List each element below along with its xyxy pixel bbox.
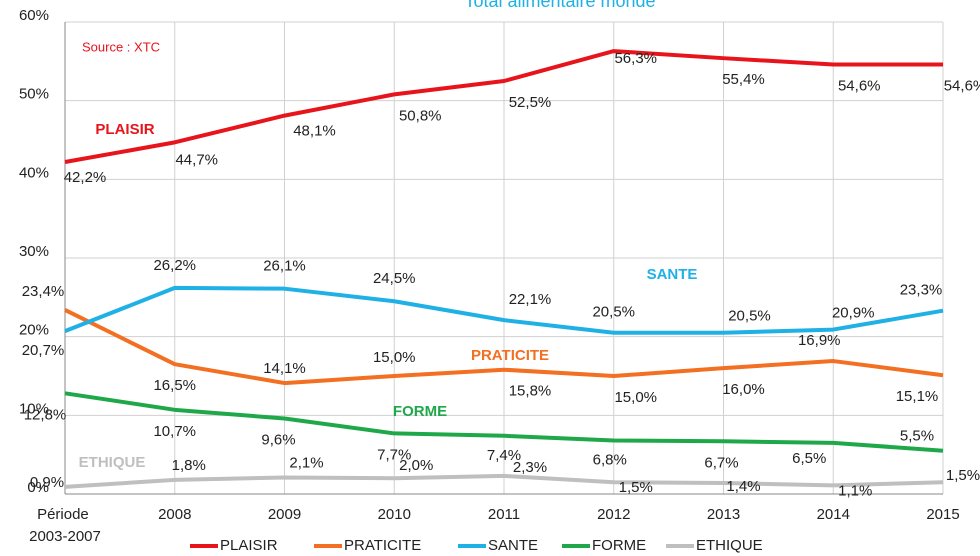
data-label: 16,5% [153,377,196,394]
data-label: 55,4% [722,71,765,88]
data-label: 15,1% [896,388,939,405]
data-label: 0,9% [30,474,64,491]
data-label: 6,5% [792,450,826,467]
data-label: 56,3% [614,50,657,67]
data-label: 48,1% [293,123,336,140]
data-label: 20,5% [592,304,635,321]
data-label: 15,0% [373,349,416,366]
y-tick-label: 20% [19,322,49,339]
series-annotation: PLAISIR [95,121,154,138]
data-label: 9,6% [261,431,295,448]
data-label: 1,1% [838,482,872,499]
data-label: 5,5% [900,428,934,445]
data-label: 22,1% [509,291,552,308]
data-label: 10,7% [153,423,196,440]
x-tick-label: 2009 [268,506,301,523]
series-annotation: ETHIQUE [79,454,146,471]
data-label: 20,5% [728,308,771,325]
data-label: 1,8% [172,457,206,474]
data-label: 1,5% [946,467,980,484]
legend-label: PLAISIR [220,537,278,554]
data-label: 14,1% [263,360,306,377]
legend-label: PRATICITE [344,537,421,554]
y-tick-label: 50% [19,86,49,103]
y-tick-label: 60% [19,7,49,24]
data-label: 1,5% [619,479,653,496]
data-label: 52,5% [509,94,552,111]
data-label: 23,4% [22,283,65,300]
series-annotation: PRATICITE [471,347,549,364]
legend-label: FORME [592,537,646,554]
data-label: 1,4% [726,478,760,495]
data-label: 15,8% [509,383,552,400]
x-tick-label: 2015 [926,506,959,523]
source-note: Source : XTC [82,39,160,54]
series-line [64,308,944,386]
x-tick-label: 2011 [488,506,520,523]
legend-label: SANTE [488,537,538,554]
series-line [64,473,944,489]
data-label: 50,8% [399,107,442,124]
x-tick-label: 2012 [597,506,630,523]
x-tick-label: Période 2003-2007 [29,506,101,545]
x-tick-label: 2010 [378,506,411,523]
data-label: 54,6% [944,77,980,94]
data-label: 2,3% [513,459,547,476]
data-label: 26,2% [153,257,196,274]
x-tick-label: 2008 [158,506,191,523]
data-label: 12,8% [24,406,67,423]
data-label: 26,1% [263,258,306,275]
x-tick-label: 2014 [817,506,850,523]
data-label: 42,2% [64,169,107,186]
data-label: 16,0% [722,381,765,398]
data-label: 54,6% [838,77,881,94]
data-label: 20,7% [22,342,65,359]
series-line [64,391,944,453]
series-annotation: FORME [393,403,447,420]
y-tick-label: 30% [19,243,49,260]
data-label: 16,9% [798,332,841,349]
y-tick-label: 40% [19,164,49,181]
y-tick-label: 10% [19,400,49,417]
data-label: 7,7% [377,446,411,463]
data-label: 15,0% [614,389,657,406]
legend-label: ETHIQUE [696,537,763,554]
y-tick-label: 0% [27,479,49,496]
series-line [64,285,944,335]
data-label: 6,8% [593,451,627,468]
data-label: 6,7% [704,454,738,471]
data-label: 2,0% [399,457,433,474]
series-line [64,49,943,164]
data-label: 2,1% [289,454,323,471]
data-label: 44,7% [175,151,218,168]
data-label: 23,3% [900,282,943,299]
data-label: 7,4% [487,447,521,464]
data-label: 24,5% [373,270,416,287]
x-tick-label: 2013 [707,506,740,523]
series-annotation: SANTE [647,266,698,283]
data-label: 20,9% [832,305,875,322]
chart-title: Total alimentaire monde [464,0,655,11]
